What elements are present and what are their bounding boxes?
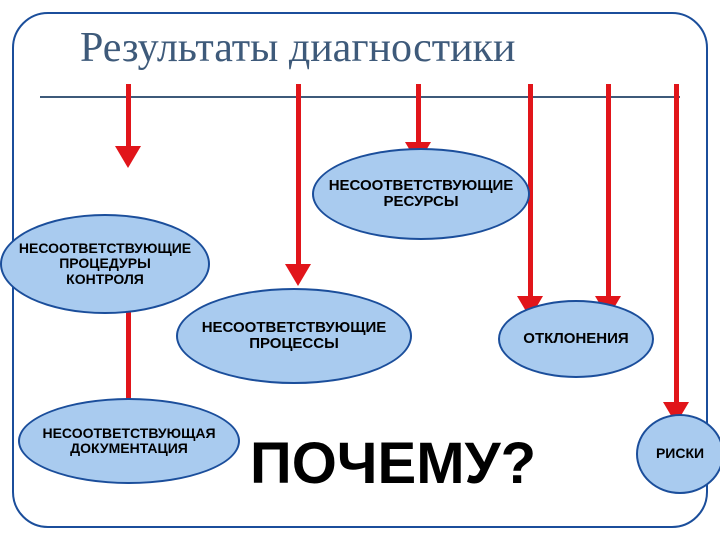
arrow-head-1 xyxy=(285,264,311,286)
bubble-control: НЕСООТВЕТСТВУЮЩИЕПРОЦЕДУРЫКОНТРОЛЯ xyxy=(0,214,210,314)
arrow-line-5 xyxy=(674,84,679,404)
arrow-line-4 xyxy=(606,84,611,298)
slide-title: Результаты диагностики xyxy=(80,24,515,72)
arrow-line-0 xyxy=(126,84,131,148)
bubble-resources: НЕСООТВЕТСТВУЮЩИЕРЕСУРСЫ xyxy=(312,148,530,240)
title-underline xyxy=(40,96,680,98)
arrow-line-1 xyxy=(296,84,301,266)
big-question: ПОЧЕМУ? xyxy=(250,430,536,497)
arrow-line-2 xyxy=(416,84,421,144)
bubble-risks: РИСКИ xyxy=(636,414,720,494)
bubble-documentation: НЕСООТВЕТСТВУЮЩАЯДОКУМЕНТАЦИЯ xyxy=(18,398,240,484)
bubble-deviations: ОТКЛОНЕНИЯ xyxy=(498,300,654,378)
diagram-stage: Результаты диагностики НЕСООТВЕТСТВУЮЩИЕР… xyxy=(0,0,720,540)
bubble-processes: НЕСООТВЕТСТВУЮЩИЕПРОЦЕССЫ xyxy=(176,288,412,384)
arrow-head-0 xyxy=(115,146,141,168)
